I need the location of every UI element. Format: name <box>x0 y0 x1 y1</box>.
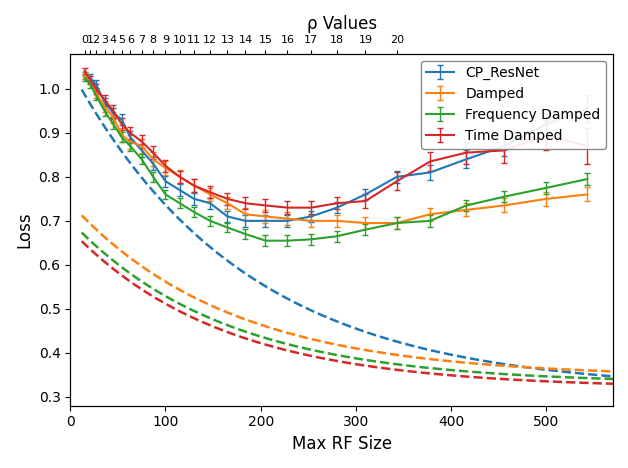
X-axis label: Max RF Size: Max RF Size <box>291 435 392 453</box>
Y-axis label: Loss: Loss <box>15 212 33 248</box>
Legend: CP_ResNet, Damped, Frequency Damped, Time Damped: CP_ResNet, Damped, Frequency Damped, Tim… <box>421 60 606 149</box>
X-axis label: ρ Values: ρ Values <box>306 15 377 33</box>
